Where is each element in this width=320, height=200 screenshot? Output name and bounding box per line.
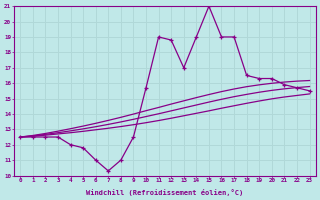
X-axis label: Windchill (Refroidissement éolien,°C): Windchill (Refroidissement éolien,°C)	[86, 189, 244, 196]
